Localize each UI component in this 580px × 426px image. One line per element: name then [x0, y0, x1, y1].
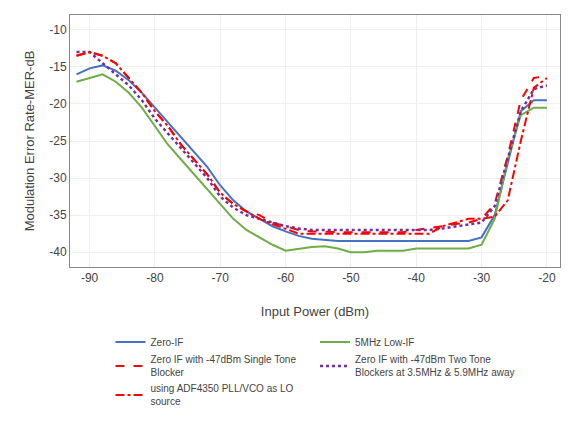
svg-text:-15: -15 [49, 60, 67, 74]
svg-text:Zero-IF: Zero-IF [151, 337, 184, 348]
svg-text:-80: -80 [146, 271, 164, 285]
svg-text:-25: -25 [49, 134, 67, 148]
svg-text:-70: -70 [212, 271, 230, 285]
svg-text:-35: -35 [49, 208, 67, 222]
svg-text:5MHz Low-IF: 5MHz Low-IF [355, 337, 414, 348]
svg-text:-60: -60 [277, 271, 295, 285]
svg-text:-40: -40 [49, 245, 67, 259]
svg-text:Zero IF with -47dBm Two ToneBl: Zero IF with -47dBm Two ToneBlockers at … [355, 354, 515, 378]
svg-text:-50: -50 [342, 271, 360, 285]
svg-text:Zero IF with -47dBm Single Ton: Zero IF with -47dBm Single ToneBlocker [151, 354, 297, 378]
svg-text:-40: -40 [408, 271, 426, 285]
svg-text:-20: -20 [538, 271, 556, 285]
svg-text:using ADF4350 PLL/VCO as LOsou: using ADF4350 PLL/VCO as LOsource [151, 383, 294, 407]
svg-text:Input Power (dBm): Input Power (dBm) [261, 304, 369, 319]
svg-text:-90: -90 [81, 271, 99, 285]
svg-text:Modulation Error Rate-MER-dB: Modulation Error Rate-MER-dB [22, 51, 37, 232]
svg-text:-30: -30 [49, 171, 67, 185]
svg-text:-20: -20 [49, 97, 67, 111]
svg-text:-10: -10 [49, 23, 67, 37]
svg-text:-30: -30 [473, 271, 491, 285]
